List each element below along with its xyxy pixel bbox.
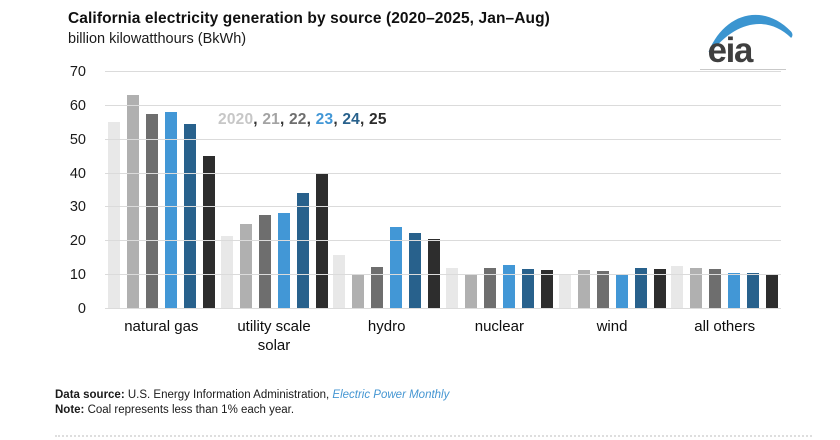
bar-group-natural-gas — [105, 72, 218, 309]
logo-divider — [700, 69, 786, 70]
bar-2020-nuclear — [445, 267, 458, 309]
bar-group-nuclear — [443, 72, 556, 309]
y-tick-label: 50 — [69, 131, 86, 148]
note-label: Note: — [55, 404, 85, 416]
bar-25-all-others — [766, 274, 779, 309]
bar-23-hydro — [390, 226, 403, 309]
bar-groups — [105, 72, 781, 309]
legend-separator: , — [306, 111, 316, 128]
bar-23-all-others — [728, 272, 741, 309]
bar-24-wind — [634, 268, 647, 309]
y-tick-label: 40 — [69, 165, 86, 182]
x-axis-label-utility-scale-solar: utility scale solar — [237, 318, 311, 354]
y-axis: 0 10 20 30 40 50 60 70 — [0, 64, 96, 317]
data-source-text: U.S. Energy Information Administration, — [124, 389, 333, 401]
x-axis-label-natural-gas: natural gas — [124, 318, 199, 335]
bar-24-nuclear — [521, 269, 534, 309]
footer: Data source: U.S. Energy Information Adm… — [55, 388, 449, 418]
y-tick-label: 70 — [69, 64, 86, 80]
bar-23-utility-scale-solar — [277, 212, 290, 309]
footer-note-line: Note: Coal represents less than 1% each … — [55, 403, 449, 418]
legend-item-2020: 2020 — [218, 111, 254, 128]
eia-logo-swoosh-icon — [708, 14, 793, 54]
plot-area — [105, 71, 781, 309]
bar-22-utility-scale-solar — [258, 214, 271, 309]
bar-group-hydro — [330, 72, 443, 309]
bar-22-all-others — [709, 269, 722, 309]
y-tick-label: 0 — [77, 301, 86, 317]
gridline — [105, 71, 781, 72]
bar-23-nuclear — [502, 265, 515, 309]
gridline — [105, 104, 781, 106]
gridline — [105, 172, 781, 174]
page-subtitle: billion kilowatthours (BkWh) — [68, 31, 247, 47]
bar-21-all-others — [690, 268, 703, 309]
bar-21-hydro — [352, 275, 365, 309]
gridline — [105, 206, 781, 208]
bar-21-wind — [577, 270, 590, 309]
legend-separator: , — [333, 111, 343, 128]
bar-21-natural-gas — [126, 95, 139, 309]
gridline — [105, 308, 781, 309]
bar-22-hydro — [371, 266, 384, 309]
bar-25-wind — [653, 269, 666, 309]
bar-25-hydro — [428, 238, 441, 309]
bar-24-hydro — [409, 233, 422, 309]
gridline — [105, 274, 781, 276]
electric-power-monthly-link[interactable]: Electric Power Monthly — [332, 389, 450, 401]
legend-item-24: 24 — [342, 111, 360, 128]
legend-separator: , — [279, 111, 289, 128]
bar-group-utility-scale-solar — [218, 72, 331, 309]
bar-25-natural-gas — [202, 155, 215, 309]
bar-24-all-others — [747, 273, 760, 309]
legend-item-23: 23 — [315, 111, 334, 128]
footer-source-line: Data source: U.S. Energy Information Adm… — [55, 388, 449, 403]
bar-22-wind — [596, 271, 609, 309]
bar-22-natural-gas — [145, 113, 158, 309]
bar-23-natural-gas — [164, 111, 177, 309]
x-axis-labels: natural gas utility scale solar hydro nucle… — [105, 317, 781, 355]
bottom-dotted-divider — [55, 435, 812, 437]
y-tick-label: 10 — [69, 267, 86, 284]
legend-item-22: 22 — [288, 111, 307, 128]
x-axis-label-hydro: hydro — [367, 318, 406, 335]
x-axis-label-all-others: all others — [694, 318, 756, 335]
note-text: Coal represents less than 1% each year. — [84, 404, 295, 416]
eia-logo-text: eia — [708, 31, 754, 70]
y-tick-label: 20 — [69, 233, 86, 250]
legend-item-21: 21 — [262, 111, 280, 128]
data-source-label: Data source: — [55, 389, 125, 401]
x-axis-label-wind: wind — [596, 318, 628, 335]
bar-24-natural-gas — [183, 124, 196, 309]
bar-2020-wind — [558, 274, 571, 309]
bar-25-utility-scale-solar — [315, 173, 328, 309]
y-tick-label: 60 — [69, 97, 86, 114]
bar-21-utility-scale-solar — [239, 224, 252, 309]
bar-group-wind — [556, 72, 669, 309]
chart-legend: 2020, 21, 22, 23, 24, 25 — [218, 111, 387, 129]
eia-logo: eia — [708, 14, 793, 70]
bar-25-nuclear — [540, 270, 553, 309]
y-tick-label: 30 — [69, 199, 86, 216]
bar-24-utility-scale-solar — [296, 192, 309, 309]
page-title: California electricity generation by sou… — [68, 10, 550, 27]
bar-2020-all-others — [671, 266, 684, 309]
gridline — [105, 138, 781, 140]
bar-group-all-others — [668, 72, 781, 309]
gridline — [105, 240, 781, 242]
legend-separator: , — [359, 111, 369, 128]
bar-2020-hydro — [333, 255, 346, 309]
legend-item-25: 25 — [369, 111, 387, 128]
bar-23-wind — [615, 274, 628, 309]
bar-21-nuclear — [464, 274, 477, 309]
bar-2020-utility-scale-solar — [220, 235, 233, 309]
x-axis-label-nuclear: nuclear — [474, 318, 524, 335]
bar-22-nuclear — [483, 268, 496, 309]
legend-separator: , — [253, 111, 263, 128]
bar-2020-natural-gas — [107, 122, 120, 309]
